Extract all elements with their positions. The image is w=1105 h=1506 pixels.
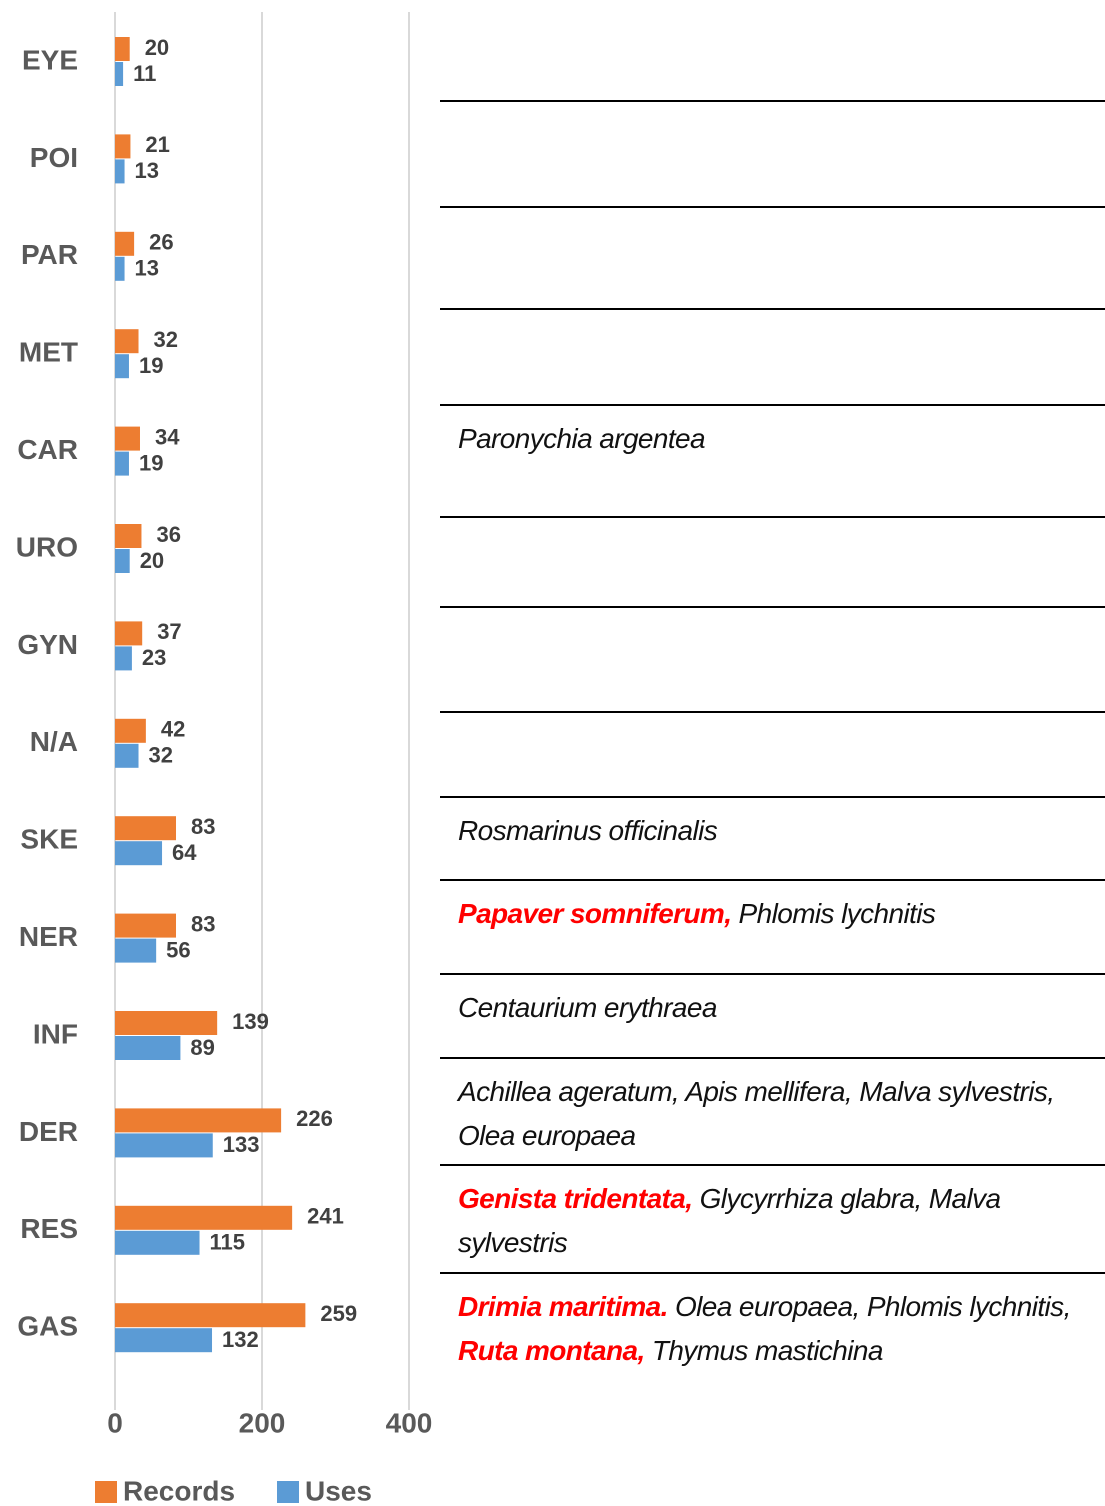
value-label: 26 xyxy=(149,230,173,255)
value-label: 13 xyxy=(135,256,159,281)
bar xyxy=(115,231,135,256)
toxic-species: Genista tridentata, xyxy=(458,1183,693,1214)
bar xyxy=(115,1205,293,1230)
y-tick-label: EYE xyxy=(22,44,78,75)
species-cell: Paronychia argentea xyxy=(458,417,1098,461)
legend-label: Records xyxy=(123,1475,235,1506)
y-tick-label: URO xyxy=(16,531,78,562)
value-label: 83 xyxy=(191,814,215,839)
value-label: 89 xyxy=(190,1035,214,1060)
x-tick-label: 400 xyxy=(386,1407,433,1438)
bar xyxy=(115,816,177,841)
species: Rosmarinus officinalis xyxy=(458,815,718,846)
bar xyxy=(115,743,139,768)
bar xyxy=(115,549,130,573)
y-tick-label: INF xyxy=(33,1018,78,1049)
bar xyxy=(115,256,125,281)
x-tick-label: 200 xyxy=(239,1407,286,1438)
value-label: 37 xyxy=(157,619,181,644)
toxic-species: Drimia maritima. xyxy=(458,1291,668,1322)
value-label: 115 xyxy=(210,1230,246,1255)
x-tick-label: 0 xyxy=(107,1407,123,1438)
value-label: 32 xyxy=(154,327,178,352)
value-label: 19 xyxy=(139,450,163,475)
bar xyxy=(115,1036,181,1060)
bar xyxy=(115,329,139,354)
legend-swatch xyxy=(95,1481,117,1503)
bar xyxy=(115,718,146,743)
legend-label: Uses xyxy=(305,1475,372,1506)
bar xyxy=(115,1230,200,1255)
bar xyxy=(115,524,142,548)
y-tick-label: MET xyxy=(19,337,78,368)
y-tick-label: RES xyxy=(20,1213,78,1244)
bar xyxy=(115,621,143,646)
y-tick-label: GAS xyxy=(17,1311,78,1342)
value-label: 241 xyxy=(307,1204,344,1229)
species-cell: Genista tridentata, Glycyrrhiza glabra, … xyxy=(458,1177,1098,1265)
value-label: 132 xyxy=(222,1327,259,1352)
bar xyxy=(115,646,132,671)
bar xyxy=(115,62,124,86)
value-label: 64 xyxy=(172,840,197,865)
species: Paronychia argentea xyxy=(458,423,706,454)
value-label: 20 xyxy=(140,548,164,573)
y-tick-label: N/A xyxy=(30,726,78,757)
bar xyxy=(115,426,140,451)
y-tick-label: SKE xyxy=(20,824,78,855)
species: Olea europaea, Phlomis lychnitis, xyxy=(667,1291,1071,1322)
value-label: 36 xyxy=(156,522,180,547)
species-cell: Centaurium erythraea xyxy=(458,986,1098,1030)
value-label: 133 xyxy=(223,1132,260,1157)
bar xyxy=(115,354,129,379)
bar xyxy=(115,938,157,963)
value-label: 21 xyxy=(145,132,169,157)
toxic-species: Ruta montana, xyxy=(458,1335,645,1366)
bar xyxy=(115,37,130,61)
bar xyxy=(115,159,125,184)
bar xyxy=(115,134,131,159)
toxic-species: Papaver somniferum, xyxy=(458,898,732,929)
bar xyxy=(115,1303,306,1328)
bar xyxy=(115,451,129,476)
value-label: 34 xyxy=(155,424,180,449)
species: Centaurium erythraea xyxy=(458,992,717,1023)
value-label: 56 xyxy=(166,937,190,962)
species-cell: Papaver somniferum, Phlomis lychnitis xyxy=(458,892,1098,936)
y-tick-label: CAR xyxy=(17,434,78,465)
y-tick-label: GYN xyxy=(17,629,78,660)
y-tick-label: NER xyxy=(19,921,78,952)
value-label: 11 xyxy=(133,61,156,86)
bar xyxy=(115,1011,218,1035)
value-label: 32 xyxy=(149,743,173,768)
value-label: 20 xyxy=(145,35,169,60)
y-tick-label: POI xyxy=(30,142,78,173)
bar xyxy=(115,841,163,866)
species: Thymus mastichina xyxy=(644,1335,884,1366)
species: Glycyrrhiza glabra, Malva sylvestris xyxy=(458,1183,1001,1258)
bar xyxy=(115,1328,213,1353)
bar xyxy=(115,913,177,938)
y-tick-label: DER xyxy=(19,1116,78,1147)
species-cell: Drimia maritima. Olea europaea, Phlomis … xyxy=(458,1285,1098,1373)
value-label: 139 xyxy=(232,1009,269,1034)
value-label: 42 xyxy=(161,717,185,742)
species: Achillea ageratum, Apis mellifera, Malva… xyxy=(458,1076,1055,1151)
value-label: 23 xyxy=(142,645,166,670)
value-label: 226 xyxy=(296,1106,333,1131)
species: Phlomis lychnitis xyxy=(731,898,936,929)
y-tick-label: PAR xyxy=(21,239,78,270)
value-label: 13 xyxy=(135,158,159,183)
bar xyxy=(115,1108,282,1133)
bar xyxy=(115,1133,213,1158)
species-cell: Achillea ageratum, Apis mellifera, Malva… xyxy=(458,1070,1098,1158)
value-label: 83 xyxy=(191,911,215,936)
value-label: 259 xyxy=(320,1301,357,1326)
legend-swatch xyxy=(277,1481,299,1503)
species-cell: Rosmarinus officinalis xyxy=(458,809,1098,853)
value-label: 19 xyxy=(139,353,163,378)
